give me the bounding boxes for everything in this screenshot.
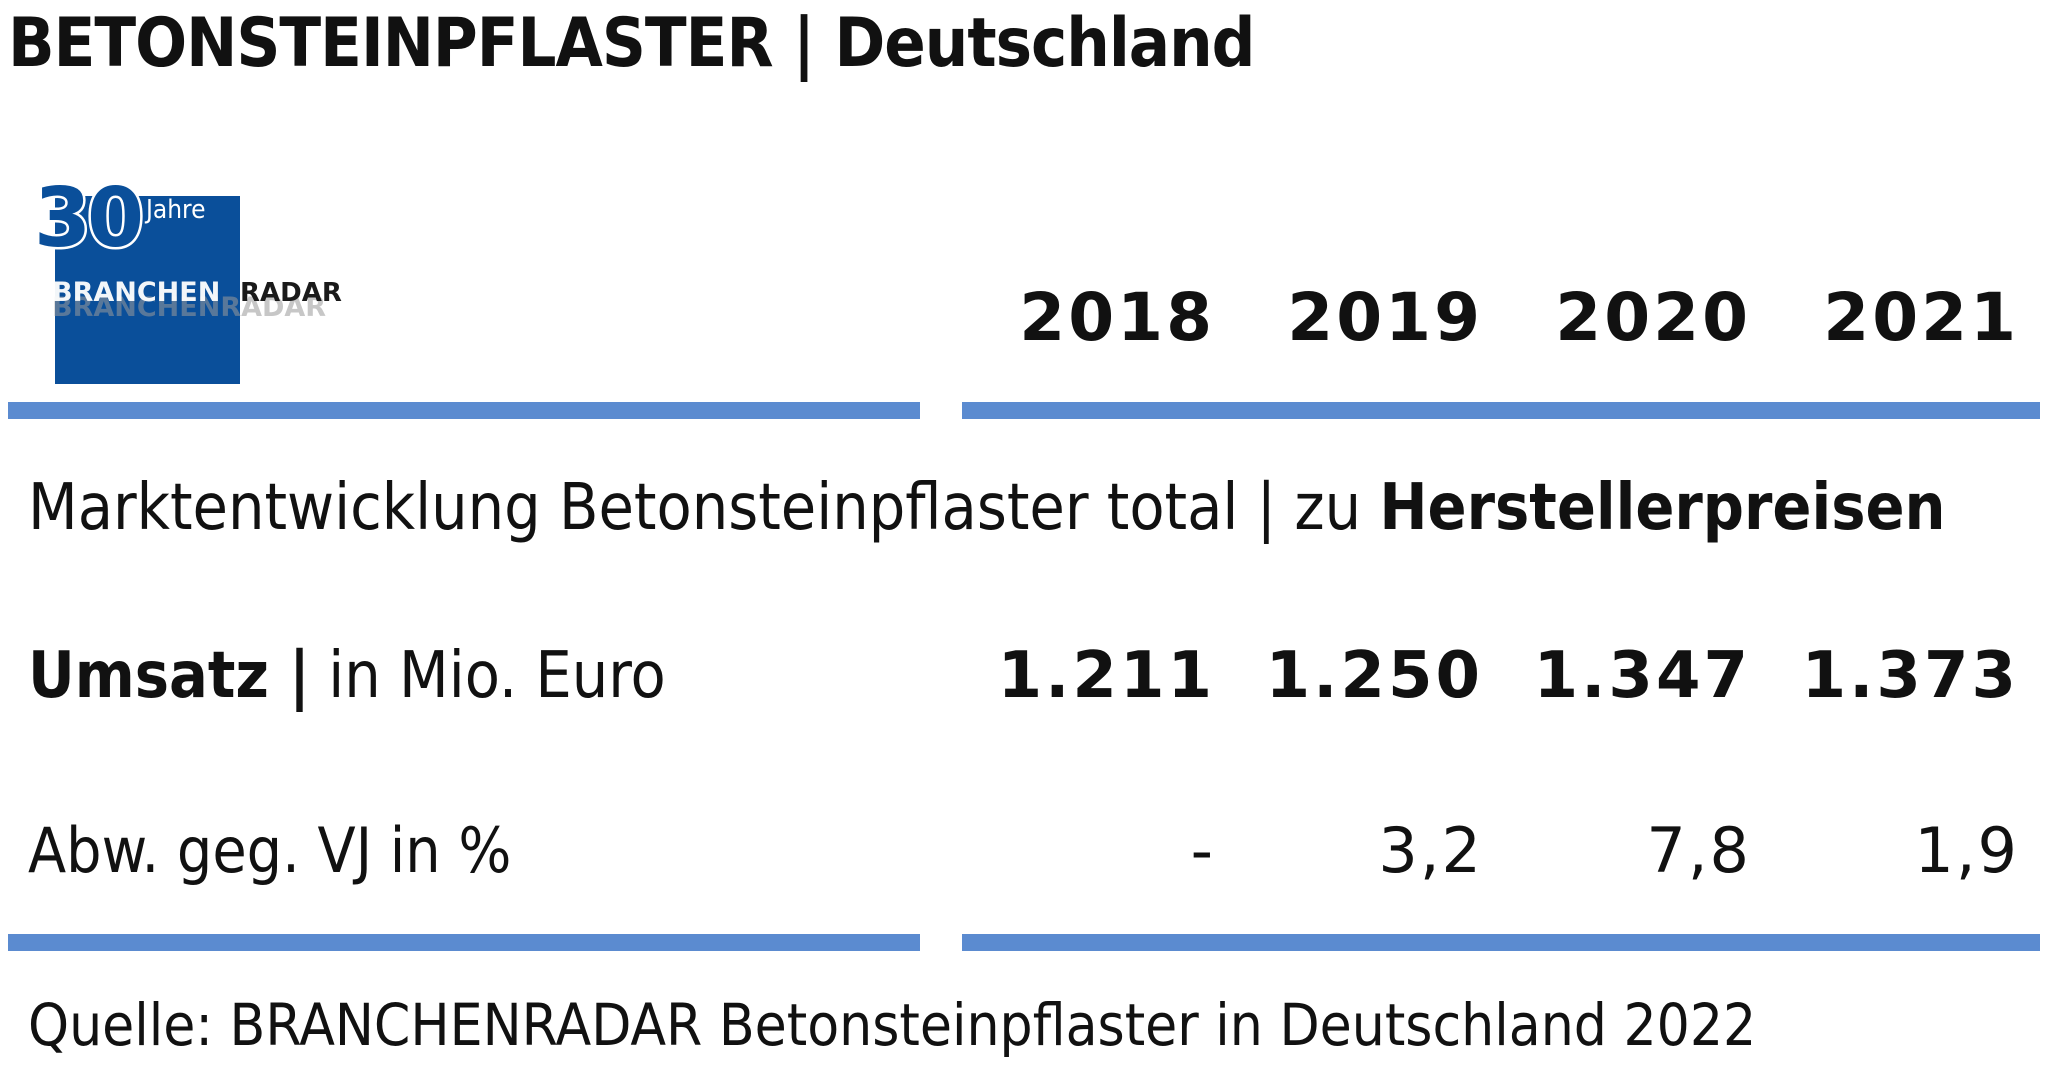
page-title: BETONSTEINPFLASTER | Deutschland xyxy=(8,4,1255,83)
column-year-2020: 2020 xyxy=(1555,279,1751,356)
column-year-2018: 2018 xyxy=(1019,279,1215,356)
table-subtitle: Marktentwicklung Betonsteinpflaster tota… xyxy=(28,470,1946,546)
source-note: Quelle: BRANCHENRADAR Betonsteinpflaster… xyxy=(28,991,1757,1059)
branchenradar-logo: 30 Jahre BRANCHENRADAR BRANCHEN RADAR xyxy=(32,169,342,384)
row-label-revenue-unit: in Mio. Euro xyxy=(309,639,666,713)
footer-rule-right xyxy=(962,934,2040,951)
header-rule-right xyxy=(962,402,2040,419)
subtitle-plain: Marktentwicklung Betonsteinpflaster tota… xyxy=(28,471,1380,545)
column-year-2019: 2019 xyxy=(1287,279,1483,356)
cell-change-2021: 1,9 xyxy=(1914,814,2019,887)
logo-brand-part1: BRANCHEN xyxy=(52,277,220,308)
column-year-2021: 2021 xyxy=(1823,279,2019,356)
logo-number-sub: Jahre xyxy=(144,195,206,225)
cell-revenue-2019: 1.250 xyxy=(1265,639,1483,713)
footer-rule-left xyxy=(8,934,920,951)
logo-brand-ghost: BRANCHENRADAR xyxy=(52,292,326,323)
subtitle-bold: Herstellerpreisen xyxy=(1379,471,1946,545)
cell-change-2019: 3,2 xyxy=(1378,814,1483,887)
row-label-revenue: Umsatz | in Mio. Euro xyxy=(28,638,666,714)
cell-change-2018: - xyxy=(1190,814,1215,887)
logo-number: 30 xyxy=(34,171,141,266)
row-label-revenue-bold: Umsatz | xyxy=(28,639,310,713)
cell-change-2020: 7,8 xyxy=(1646,814,1751,887)
logo-brand-part2: RADAR xyxy=(240,278,342,308)
cell-revenue-2021: 1.373 xyxy=(1801,639,2019,713)
logo-background xyxy=(55,196,240,384)
cell-revenue-2018: 1.211 xyxy=(997,639,1215,713)
header-rule-left xyxy=(8,402,920,419)
row-label-change: Abw. geg. VJ in % xyxy=(28,814,512,887)
cell-revenue-2020: 1.347 xyxy=(1533,639,1751,713)
